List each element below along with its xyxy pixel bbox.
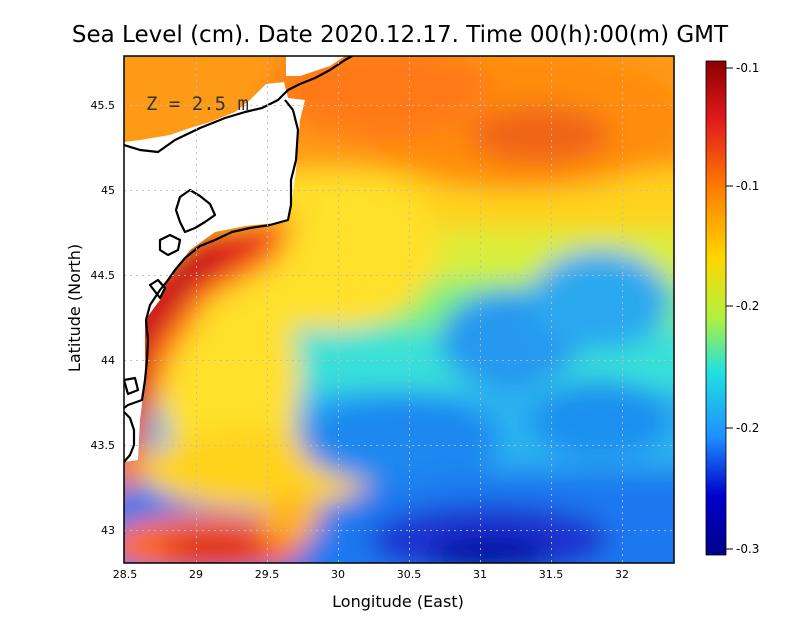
colorbar-tick-label: -0.2 [736,299,759,313]
y-tick-label: 45.5 [91,99,116,112]
x-axis-ticks: 28.5 29 29.5 30 30.5 31 31.5 32 [113,568,629,581]
x-tick-label: 29 [189,568,203,581]
colorbar-tick-label: -0.1 [736,179,759,193]
y-tick-label: 43 [101,524,115,537]
y-tick-label: 44.5 [91,269,116,282]
x-tick-label: 32 [615,568,629,581]
colorbar-tick-label: -0.3 [736,542,759,556]
x-tick-label: 29.5 [255,568,280,581]
y-tick-label: 45 [101,184,115,197]
x-tick-label: 30.5 [397,568,422,581]
x-tick-label: 30 [331,568,345,581]
y-tick-label: 43.5 [91,439,116,452]
colorbar-tick-label: -0.1 [736,61,759,75]
colorbar-tick-label: -0.2 [736,421,759,435]
colorbar-gradient [705,60,727,556]
depth-label: Z = 2.5 m [146,93,249,115]
land-mask [124,56,345,462]
y-tick-label: 44 [101,354,115,367]
x-tick-label: 31 [473,568,487,581]
chart-title: Sea Level (cm). Date 2020.12.17. Time 00… [72,22,729,48]
x-axis-label: Longitude (East) [332,592,464,611]
y-axis-label: Latitude (North) [65,244,84,372]
sea-level-field [124,56,674,563]
coastline [124,56,353,463]
y-axis-ticks: 43 43.5 44 44.5 45 45.5 [91,99,116,537]
plot-frame [123,55,675,564]
x-tick-label: 31.5 [539,568,564,581]
colorbar: -0.1 -0.1 -0.2 -0.2 -0.3 [705,60,759,556]
x-tick-label: 28.5 [113,568,138,581]
grid-lines [124,56,674,563]
